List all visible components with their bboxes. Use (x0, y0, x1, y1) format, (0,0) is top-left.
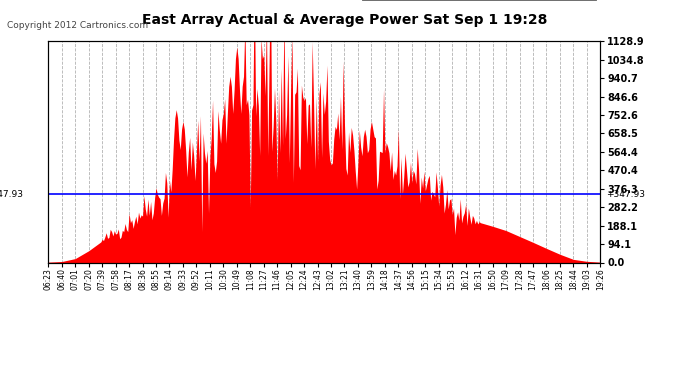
Text: +347.93: +347.93 (0, 190, 23, 199)
Text: East Array Actual & Average Power Sat Sep 1 19:28: East Array Actual & Average Power Sat Se… (142, 13, 548, 27)
Text: Copyright 2012 Cartronics.com: Copyright 2012 Cartronics.com (7, 21, 148, 30)
Text: +347.93: +347.93 (606, 190, 645, 199)
